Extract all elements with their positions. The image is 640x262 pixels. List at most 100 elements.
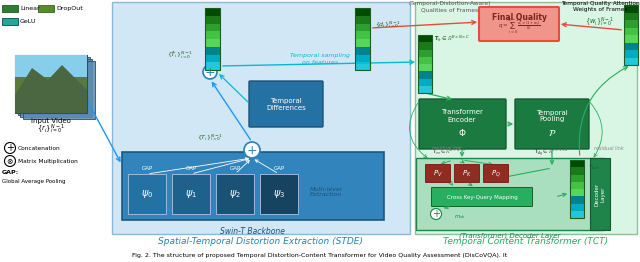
FancyBboxPatch shape (483, 165, 509, 183)
FancyBboxPatch shape (426, 165, 451, 183)
Text: GAP: GAP (186, 166, 196, 171)
Text: Swin-T Backbone: Swin-T Backbone (221, 227, 285, 237)
Bar (355, 16, 370, 24)
Bar (216, 174, 254, 214)
Bar (418, 79, 432, 86)
Bar (570, 160, 584, 218)
Text: Matrix Multiplication: Matrix Multiplication (18, 159, 77, 163)
Text: GAP: GAP (141, 166, 152, 171)
Bar (570, 174, 584, 182)
Text: $\mathbf{T}_{Ag}\in\mathbb{R}^{B\times 1\times X}$: $\mathbf{T}_{Ag}\in\mathbb{R}^{B\times 1… (534, 146, 570, 158)
Bar (205, 31, 220, 39)
Text: Final Quality: Final Quality (492, 13, 547, 21)
Bar (570, 211, 584, 218)
Bar (205, 16, 220, 24)
Text: Qualities of Frames: Qualities of Frames (421, 8, 479, 13)
Text: GAP:: GAP: (2, 171, 19, 176)
Text: Multi-level
Extraction: Multi-level Extraction (310, 187, 342, 197)
Text: $\{w_i\}_{i=0}^{N-1}$: $\{w_i\}_{i=0}^{N-1}$ (586, 15, 614, 29)
Bar (205, 8, 220, 70)
Bar (122, 152, 384, 220)
Bar (624, 57, 638, 65)
Bar (22, 61, 95, 119)
Bar (418, 64, 432, 71)
Text: $m_{ok}$: $m_{ok}$ (454, 213, 466, 221)
Bar (355, 31, 370, 39)
Text: Decoder
Layer: Decoder Layer (595, 182, 605, 206)
Bar (418, 35, 432, 93)
Text: DropOut: DropOut (56, 6, 83, 11)
Bar (570, 204, 584, 211)
Bar (15, 77, 87, 113)
Text: $\Phi$: $\Phi$ (458, 128, 467, 139)
Bar (624, 50, 638, 57)
Text: +: + (205, 66, 215, 79)
Text: Spatial-Temporal Distortion Extraction (STDE): Spatial-Temporal Distortion Extraction (… (159, 237, 364, 247)
Text: +: + (432, 209, 440, 219)
Text: Temporal sampling: Temporal sampling (290, 53, 350, 58)
Text: $P_V$: $P_V$ (433, 168, 443, 179)
Bar (355, 54, 370, 62)
Text: $P_K$: $P_K$ (462, 168, 472, 179)
Bar (38, 5, 54, 12)
Bar (17, 57, 90, 115)
Text: $\{T_i\}_{i=0}^{N-1}$: $\{T_i\}_{i=0}^{N-1}$ (197, 133, 223, 143)
Circle shape (203, 65, 217, 79)
Text: $\otimes$: $\otimes$ (6, 156, 14, 166)
Bar (624, 28, 638, 35)
Bar (112, 2, 410, 234)
Circle shape (431, 209, 442, 220)
Text: residual link: residual link (432, 145, 461, 150)
Text: $T_{out}$: $T_{out}$ (588, 163, 600, 172)
FancyBboxPatch shape (431, 188, 532, 206)
Text: $\psi_1$: $\psi_1$ (185, 188, 197, 200)
Text: $P_Q$: $P_Q$ (491, 168, 501, 179)
Text: Fig. 2. The structure of proposed Temporal Distortion-Content Transformer for Vi: Fig. 2. The structure of proposed Tempor… (132, 253, 508, 258)
Bar (205, 54, 220, 62)
Bar (15, 55, 87, 113)
Bar (415, 2, 637, 234)
Text: +: + (246, 144, 257, 156)
Text: Input Video: Input Video (31, 118, 71, 124)
Text: GeLU: GeLU (20, 19, 36, 24)
Bar (2, 5, 18, 12)
Bar (418, 71, 432, 79)
Bar (355, 24, 370, 31)
Bar (590, 158, 610, 230)
Circle shape (4, 156, 15, 166)
Bar (418, 42, 432, 50)
Bar (2, 18, 18, 25)
Text: Concatenation: Concatenation (18, 145, 61, 150)
Bar (418, 86, 432, 93)
FancyBboxPatch shape (419, 99, 506, 149)
Bar (20, 59, 92, 117)
Text: (Transformer) Decoder Layer: (Transformer) Decoder Layer (460, 233, 561, 239)
Bar (570, 182, 584, 189)
Text: Temporal Quality Attention: Temporal Quality Attention (561, 2, 639, 7)
Bar (624, 35, 638, 42)
Bar (624, 13, 638, 20)
Bar (624, 42, 638, 50)
Circle shape (244, 142, 260, 158)
Text: $\mathcal{P}$: $\mathcal{P}$ (548, 128, 556, 138)
Bar (172, 174, 210, 214)
FancyBboxPatch shape (249, 81, 323, 127)
Bar (570, 167, 584, 174)
Text: $\{d_i\}_{i=0}^{N-1}$: $\{d_i\}_{i=0}^{N-1}$ (375, 20, 401, 30)
Text: on features: on features (302, 61, 338, 66)
Bar (416, 158, 604, 230)
Bar (624, 20, 638, 28)
FancyBboxPatch shape (479, 7, 559, 41)
Bar (355, 47, 370, 54)
Polygon shape (15, 65, 87, 113)
Bar (15, 55, 87, 113)
Text: $\{r_i\}_{i=0}^{N-1}$: $\{r_i\}_{i=0}^{N-1}$ (37, 122, 65, 136)
Bar (355, 8, 370, 16)
FancyBboxPatch shape (515, 99, 589, 149)
Bar (128, 174, 166, 214)
Text: $\psi_2$: $\psi_2$ (229, 188, 241, 200)
Text: $\psi_3$: $\psi_3$ (273, 188, 285, 200)
Text: Linear: Linear (20, 6, 40, 11)
Bar (570, 189, 584, 196)
Bar (570, 160, 584, 167)
